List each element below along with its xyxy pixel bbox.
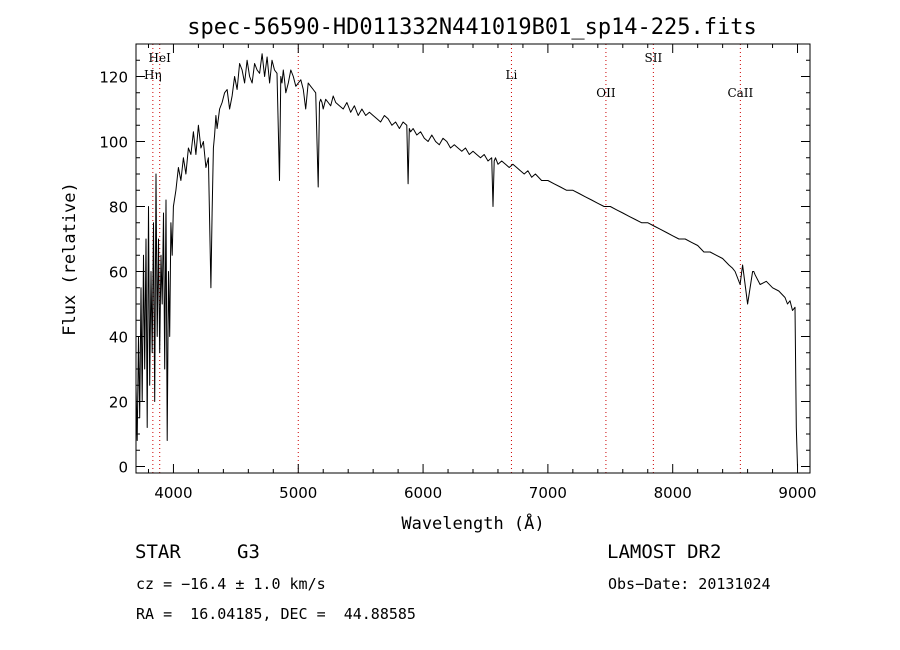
y-axis: 0 20 40 60 80 100 120 <box>99 59 810 477</box>
y-tick-label: 120 <box>99 69 128 87</box>
marker-label: SII <box>645 51 663 65</box>
x-tick-label: 7000 <box>529 484 567 502</box>
y-tick-label: 20 <box>109 394 128 412</box>
y-tick-label: 80 <box>109 199 128 217</box>
line-markers: HeI Hη Li OII SII CaII <box>144 44 754 473</box>
spectrum-line <box>135 53 798 467</box>
marker-label: Li <box>506 68 518 82</box>
x-tick-label: 4000 <box>154 484 192 502</box>
marker-label: CaII <box>727 86 753 100</box>
object-subclass: G3 <box>237 541 260 563</box>
x-tick-label: 8000 <box>654 484 692 502</box>
plot-frame <box>135 43 811 474</box>
y-tick-label: 60 <box>109 264 128 282</box>
radec-info: RA = 16.04185, DEC = 44.88585 <box>136 605 416 623</box>
spectrum-series <box>135 53 798 467</box>
x-tick-label: 5000 <box>279 484 317 502</box>
obs-date: Obs−Date: 20131024 <box>608 575 771 593</box>
marker-label: Hη <box>144 68 162 82</box>
object-class: STAR <box>135 541 181 563</box>
redshift-info: cz = −16.4 ± 1.0 km/s <box>136 575 326 593</box>
x-axis: 4000 5000 6000 7000 8000 9000 <box>147 44 817 502</box>
marker-label: OII <box>596 86 616 100</box>
y-axis-label: Flux (relative) <box>60 182 80 336</box>
y-tick-label: 100 <box>99 134 128 152</box>
x-tick-label: 6000 <box>404 484 442 502</box>
marker-label: HeI <box>149 51 172 65</box>
x-axis-label: Wavelength (Å) <box>401 512 544 534</box>
survey-name: LAMOST DR2 <box>607 541 722 563</box>
x-tick-label: 9000 <box>778 484 816 502</box>
y-tick-label: 40 <box>109 329 128 347</box>
chart-title: spec-56590-HD011332N441019B01_sp14-225.f… <box>187 15 757 40</box>
y-tick-label: 0 <box>118 459 128 477</box>
